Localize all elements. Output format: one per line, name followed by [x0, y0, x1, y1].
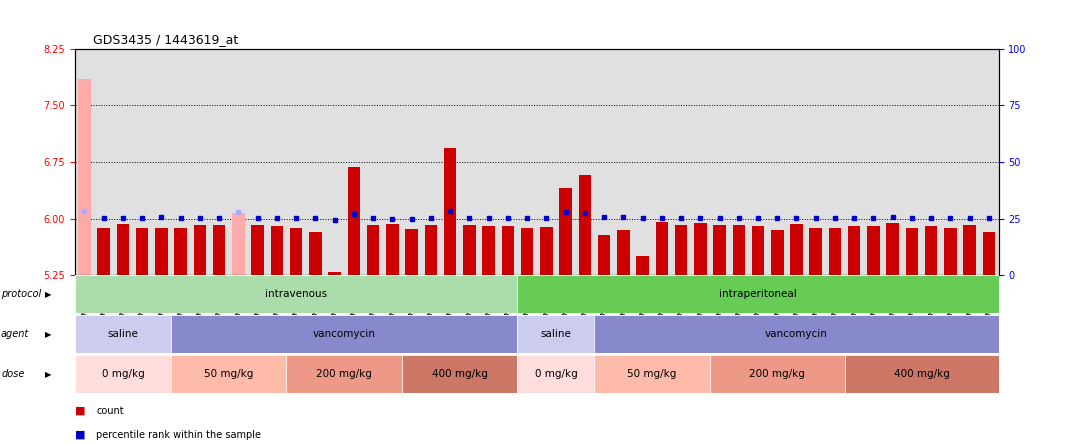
Bar — [97, 228, 110, 275]
Bar — [713, 226, 726, 275]
Bar — [521, 228, 533, 275]
Text: 200 mg/kg: 200 mg/kg — [750, 369, 805, 379]
Text: intraperitoneal: intraperitoneal — [719, 289, 797, 299]
Bar — [366, 225, 379, 275]
Bar — [579, 175, 591, 275]
Text: ▶: ▶ — [45, 289, 51, 299]
Bar — [347, 167, 360, 275]
Text: vancomycin: vancomycin — [313, 329, 376, 339]
Bar — [406, 229, 418, 275]
Bar — [517, 355, 595, 393]
Text: ■: ■ — [75, 430, 85, 440]
Bar — [444, 148, 456, 275]
Bar — [925, 226, 938, 275]
Bar — [595, 315, 999, 353]
Text: 50 mg/kg: 50 mg/kg — [204, 369, 253, 379]
Bar — [174, 229, 187, 275]
Text: ▶: ▶ — [45, 369, 51, 379]
Bar — [328, 271, 341, 275]
Bar — [116, 224, 129, 275]
Bar — [136, 228, 148, 275]
Bar — [309, 232, 321, 275]
Bar — [771, 230, 784, 275]
Bar — [75, 275, 517, 313]
Bar — [848, 226, 861, 275]
Bar — [886, 223, 899, 275]
Text: dose: dose — [1, 369, 25, 379]
Bar — [517, 315, 595, 353]
Bar — [270, 226, 283, 275]
Bar — [155, 228, 168, 275]
Bar — [540, 227, 552, 275]
Bar — [829, 229, 842, 275]
Text: protocol: protocol — [1, 289, 42, 299]
Bar — [656, 222, 668, 275]
Bar — [790, 224, 803, 275]
Bar — [502, 226, 514, 275]
Bar — [75, 355, 171, 393]
Bar — [402, 355, 517, 393]
Bar — [286, 355, 402, 393]
Bar — [963, 225, 976, 275]
Text: saline: saline — [108, 329, 139, 339]
Bar — [560, 188, 571, 275]
Text: saline: saline — [540, 329, 571, 339]
Bar — [213, 225, 225, 275]
Text: count: count — [96, 406, 124, 416]
Bar — [464, 226, 475, 275]
Bar — [637, 257, 648, 275]
Text: 400 mg/kg: 400 mg/kg — [431, 369, 488, 379]
Bar — [983, 231, 995, 275]
Bar — [710, 355, 845, 393]
Bar — [752, 226, 765, 275]
Text: 50 mg/kg: 50 mg/kg — [628, 369, 677, 379]
Bar — [617, 230, 629, 275]
Bar — [251, 226, 264, 275]
Text: percentile rank within the sample: percentile rank within the sample — [96, 430, 261, 440]
Text: 0 mg/kg: 0 mg/kg — [101, 369, 144, 379]
Bar — [483, 226, 494, 275]
Bar — [867, 226, 880, 275]
Bar — [598, 235, 610, 275]
Text: vancomycin: vancomycin — [765, 329, 828, 339]
Bar — [171, 355, 286, 393]
Bar — [75, 315, 171, 353]
Text: 0 mg/kg: 0 mg/kg — [535, 369, 578, 379]
Text: agent: agent — [1, 329, 29, 339]
Bar — [193, 225, 206, 275]
Bar — [517, 275, 999, 313]
Text: 200 mg/kg: 200 mg/kg — [316, 369, 372, 379]
Bar — [845, 355, 999, 393]
Bar — [906, 228, 918, 275]
Bar — [171, 315, 517, 353]
Bar — [595, 355, 710, 393]
Text: intravenous: intravenous — [265, 289, 327, 299]
Bar — [810, 228, 822, 275]
Text: ■: ■ — [75, 406, 85, 416]
Bar — [944, 228, 957, 275]
Bar — [733, 226, 745, 275]
Text: GDS3435 / 1443619_at: GDS3435 / 1443619_at — [93, 33, 238, 46]
Bar — [78, 79, 91, 275]
Bar — [386, 224, 398, 275]
Bar — [232, 213, 245, 275]
Bar — [694, 223, 707, 275]
Text: 400 mg/kg: 400 mg/kg — [894, 369, 949, 379]
Bar — [675, 225, 688, 275]
Bar — [425, 226, 437, 275]
Text: ▶: ▶ — [45, 329, 51, 339]
Bar — [289, 228, 302, 275]
